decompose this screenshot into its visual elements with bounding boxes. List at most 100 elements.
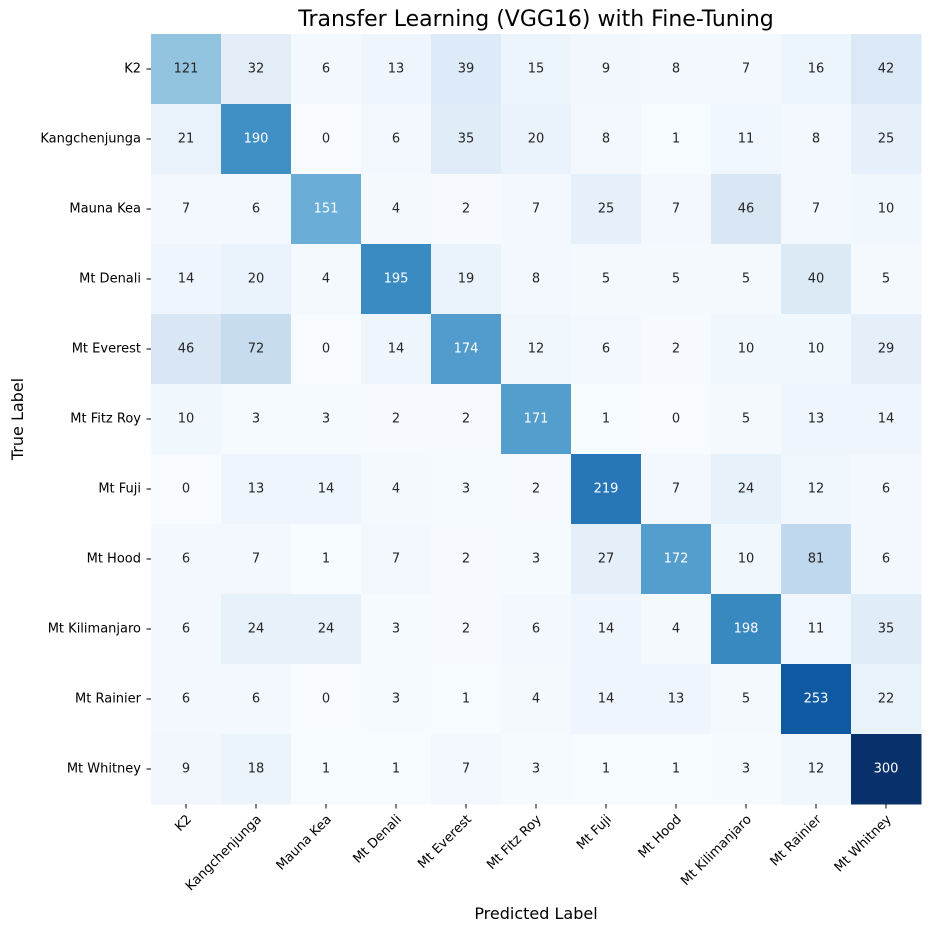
heatmap-cell — [151, 104, 222, 175]
cell-value-label: 10 — [738, 342, 755, 357]
heatmap-cell — [711, 594, 782, 665]
heatmap-cell — [431, 454, 502, 525]
cell-value-label: 1 — [322, 552, 330, 567]
cell-value-label: 14 — [598, 692, 615, 707]
y-tick-label: Mt Fuji — [98, 482, 141, 497]
cell-value-label: 42 — [878, 62, 895, 77]
heatmap-cell — [571, 244, 642, 315]
cell-value-label: 14 — [178, 272, 195, 287]
heatmap-cell — [711, 174, 782, 245]
heatmap-cell — [291, 244, 362, 315]
heatmap-cell — [291, 34, 362, 105]
cell-value-label: 6 — [252, 692, 260, 707]
heatmap-cell — [151, 664, 222, 735]
heatmap-cell — [501, 244, 572, 315]
heatmap-cell — [501, 594, 572, 665]
cell-value-label: 4 — [322, 272, 330, 287]
heatmap-cell — [501, 734, 572, 805]
heatmap-cell — [221, 314, 292, 385]
heatmap-cell — [361, 34, 432, 105]
heatmap-cell — [501, 664, 572, 735]
cell-value-label: 32 — [248, 62, 265, 77]
cell-value-label: 3 — [322, 412, 330, 427]
cell-value-label: 21 — [178, 132, 195, 147]
cell-value-label: 2 — [462, 202, 470, 217]
heatmap-cell — [361, 454, 432, 525]
cell-value-label: 12 — [528, 342, 545, 357]
heatmap-cell — [781, 524, 852, 595]
y-axis-title: True Label — [8, 378, 27, 461]
heatmap-cell — [431, 34, 502, 105]
cell-value-label: 4 — [532, 692, 540, 707]
heatmap-cell — [431, 664, 502, 735]
cell-value-label: 13 — [668, 692, 685, 707]
cell-value-label: 6 — [602, 342, 610, 357]
heatmap-cell — [711, 734, 782, 805]
heatmap-cell — [851, 664, 922, 735]
heatmap-cell — [781, 664, 852, 735]
heatmap-cell — [711, 524, 782, 595]
cell-value-label: 27 — [598, 552, 615, 567]
heatmap-cell — [641, 314, 712, 385]
cell-value-label: 3 — [392, 622, 400, 637]
cell-value-label: 46 — [178, 342, 195, 357]
cell-value-label: 8 — [532, 272, 540, 287]
cell-value-label: 190 — [244, 132, 269, 147]
cell-value-label: 219 — [594, 482, 619, 497]
x-tick-label: Mt Fuji — [574, 812, 615, 853]
heatmap-cell — [291, 454, 362, 525]
cell-value-label: 6 — [182, 552, 190, 567]
heatmap-cell — [781, 34, 852, 105]
x-tick-label: Mt Everest — [415, 812, 475, 872]
cell-value-label: 7 — [182, 202, 190, 217]
cell-value-label: 29 — [878, 342, 895, 357]
cell-value-label: 3 — [462, 482, 470, 497]
heatmap-cell — [711, 34, 782, 105]
cell-value-label: 7 — [252, 552, 260, 567]
cell-value-label: 2 — [672, 342, 680, 357]
heatmap-cell — [781, 384, 852, 455]
heatmap-cell — [781, 244, 852, 315]
cell-value-label: 174 — [454, 342, 479, 357]
cell-value-label: 5 — [742, 272, 750, 287]
heatmap-cell — [221, 384, 292, 455]
cell-value-label: 171 — [524, 412, 549, 427]
cell-value-label: 7 — [392, 552, 400, 567]
cell-value-label: 6 — [882, 552, 890, 567]
cell-value-label: 5 — [882, 272, 890, 287]
cell-value-label: 6 — [252, 202, 260, 217]
heatmap-cell — [641, 244, 712, 315]
heatmap-cell — [431, 104, 502, 175]
cell-value-label: 72 — [248, 342, 265, 357]
heatmap-cell — [291, 384, 362, 455]
heatmap-cell — [571, 174, 642, 245]
heatmap-cell — [641, 664, 712, 735]
cell-value-label: 6 — [182, 692, 190, 707]
cell-value-label: 24 — [318, 622, 335, 637]
heatmap-cell — [151, 34, 222, 105]
heatmap-cell — [641, 734, 712, 805]
cell-value-label: 7 — [672, 482, 680, 497]
cell-value-label: 4 — [392, 202, 400, 217]
heatmap-cell — [361, 664, 432, 735]
heatmap-cell — [851, 244, 922, 315]
heatmap-cell — [221, 594, 292, 665]
cell-value-label: 7 — [462, 762, 470, 777]
heatmap-cell — [571, 34, 642, 105]
heatmap-cell — [221, 524, 292, 595]
heatmap-cell — [851, 734, 922, 805]
heatmap-cell — [291, 314, 362, 385]
heatmap-cell — [431, 384, 502, 455]
heatmap-cell — [431, 244, 502, 315]
heatmap-cell — [361, 594, 432, 665]
heatmap-cell — [431, 174, 502, 245]
cell-value-label: 24 — [738, 482, 755, 497]
x-axis-title: Predicted Label — [474, 904, 597, 923]
heatmap-cell — [291, 664, 362, 735]
heatmap-cell — [151, 174, 222, 245]
heatmap-cell — [361, 244, 432, 315]
cell-value-label: 4 — [672, 622, 680, 637]
cell-value-label: 4 — [392, 482, 400, 497]
heatmap-cell — [851, 454, 922, 525]
